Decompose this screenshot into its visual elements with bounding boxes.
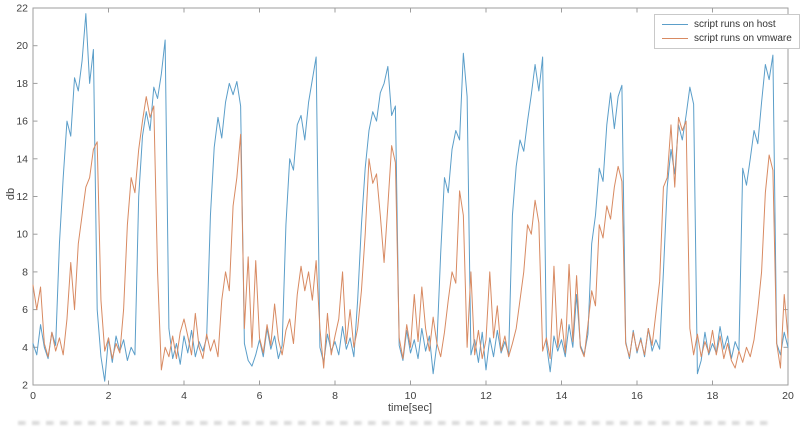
axes-box [32,7,789,386]
legend-entry-host: script runs on host [662,19,792,30]
y-tick-label: 12 [16,191,28,203]
x-tick-label: 16 [631,390,643,402]
host-line-swatch [662,24,688,25]
y-tick-label: 6 [22,304,28,316]
x-tick-label: 10 [405,390,417,402]
y-tick-label: 4 [22,342,28,354]
y-tick-label: 18 [16,78,28,90]
legend-entry-vmware: script runs on vmware [662,33,792,44]
x-tick-label: 4 [181,390,187,402]
x-tick-label: 12 [480,390,492,402]
x-tick-label: 18 [707,390,719,402]
x-tick-label: 0 [30,390,36,402]
host-series-line [32,13,789,382]
y-tick-label: 14 [16,153,28,165]
y-axis-label: db [5,187,17,201]
y-tick-label: 2 [22,380,28,392]
legend-label-host: script runs on host [694,19,776,30]
cropped-text-artifact [18,421,768,425]
vmware-series-line [32,96,789,371]
legend-label-vmware: script runs on vmware [694,33,792,44]
x-axis-label: time[sec] [387,402,433,414]
vmware-line-swatch [662,38,688,39]
x-tick-label: 2 [106,390,112,402]
x-tick-label: 8 [332,390,338,402]
y-tick-label: 20 [16,40,28,52]
x-tick-label: 6 [257,390,263,402]
y-tick-label: 8 [22,266,28,278]
x-tick-label: 20 [782,390,794,402]
x-tick-label: 14 [556,390,568,402]
y-tick-label: 10 [16,229,28,241]
y-tick-label: 16 [16,116,28,128]
y-tick-label: 22 [16,3,28,15]
legend: script runs on host script runs on vmwar… [654,14,800,49]
